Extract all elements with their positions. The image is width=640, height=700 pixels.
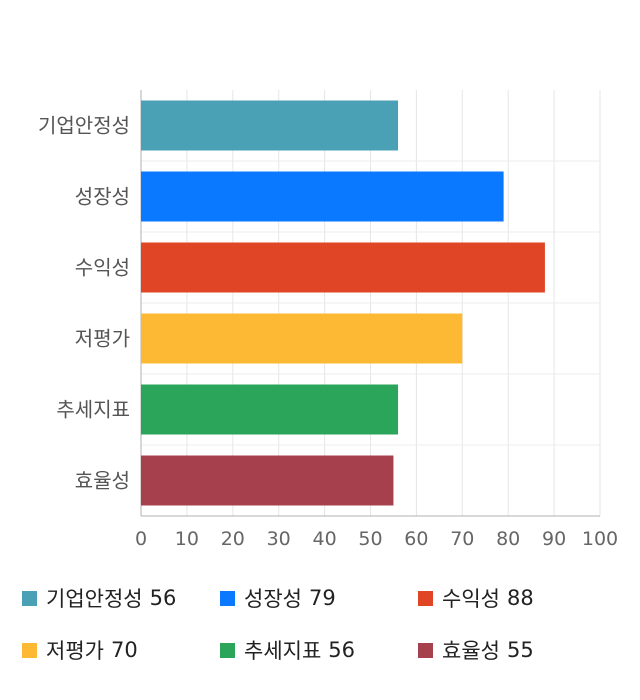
x-tick-label: 10 xyxy=(175,528,199,550)
x-tick-label: 40 xyxy=(313,528,337,550)
legend-swatch-1 xyxy=(220,590,235,606)
legend-value-1: 79 xyxy=(308,586,336,610)
x-tick-labels: 0 10 20 30 40 50 60 70 80 90 100 xyxy=(135,528,618,550)
legend-item-1: 성장성 79 xyxy=(220,583,336,613)
bar-5 xyxy=(141,455,394,506)
category-label-3: 저평가 xyxy=(75,327,130,351)
category-label-2: 수익성 xyxy=(75,256,130,280)
legend-swatch-3 xyxy=(22,642,37,658)
legend-item-3: 저평가 70 xyxy=(22,635,138,665)
legend-swatch-0 xyxy=(22,590,37,606)
legend-value-4: 56 xyxy=(328,638,356,662)
category-label-5: 효율성 xyxy=(75,469,130,493)
legend-swatch-5 xyxy=(418,642,433,658)
bar-1 xyxy=(141,171,504,222)
legend-item-2: 수익성 88 xyxy=(418,583,534,613)
x-tick-label: 60 xyxy=(404,528,428,550)
legend-label-1: 성장성 xyxy=(244,587,302,611)
legend-swatch-2 xyxy=(418,590,433,606)
category-label-1: 성장성 xyxy=(75,185,130,209)
legend-item-5: 효율성 55 xyxy=(418,635,534,665)
legend-item-0: 기업안정성 56 xyxy=(22,583,176,613)
category-label-0: 기업안정성 xyxy=(38,114,130,138)
legend-value-5: 55 xyxy=(506,638,534,662)
legend-label-2: 수익성 xyxy=(442,587,500,611)
legend-value-2: 88 xyxy=(506,586,534,610)
grid-lines xyxy=(140,90,601,517)
category-label-4: 추세지표 xyxy=(56,398,130,422)
x-tick-label: 70 xyxy=(450,528,474,550)
legend-label-0: 기업안정성 xyxy=(46,587,143,611)
legend-label-4: 추세지표 xyxy=(244,639,322,663)
legend-label-5: 효율성 xyxy=(442,639,500,663)
bar-0 xyxy=(141,100,399,151)
legend-label-3: 저평가 xyxy=(46,639,104,663)
x-tick-label: 90 xyxy=(542,528,566,550)
x-tick-label: 30 xyxy=(267,528,291,550)
bar-4 xyxy=(141,384,399,435)
legend-item-4: 추세지표 56 xyxy=(220,635,355,665)
legend-value-0: 56 xyxy=(149,586,177,610)
bars xyxy=(141,100,545,506)
legend-swatch-4 xyxy=(220,642,235,658)
x-tick-label: 50 xyxy=(358,528,382,550)
x-tick-label: 100 xyxy=(582,528,618,550)
x-tick-label: 0 xyxy=(135,528,147,550)
x-tick-label: 80 xyxy=(496,528,520,550)
legend: 기업안정성 56 성장성 79 수익성 88 저평가 70 추세지표 56 효율… xyxy=(0,580,640,690)
bar-2 xyxy=(141,242,545,293)
legend-value-3: 70 xyxy=(110,638,138,662)
x-tick-label: 20 xyxy=(221,528,245,550)
bar-3 xyxy=(141,313,463,364)
